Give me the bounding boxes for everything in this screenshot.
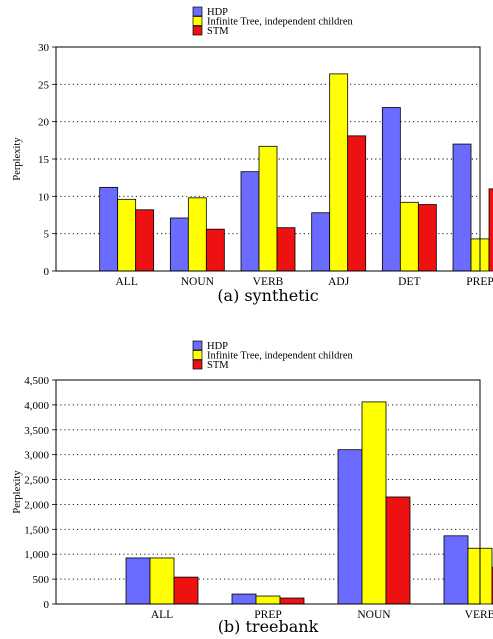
bar-infinite-tree-noun — [187, 197, 207, 272]
bar-infinite-tree-all — [117, 198, 137, 272]
y-tick-label: 20 — [38, 117, 50, 129]
bar-hdp-noun — [169, 217, 189, 272]
plot-frame — [55, 46, 481, 272]
bar-hdp-verb — [240, 171, 260, 272]
y-tick-label: 2,500 — [24, 475, 49, 487]
y-tick-label: 3,500 — [24, 425, 49, 437]
x-tick-label: ADJ — [328, 276, 350, 288]
figure-caption: (b) treebank — [218, 617, 319, 636]
x-tick-label: ALL — [151, 609, 173, 621]
plot-frame — [55, 379, 481, 605]
y-tick-label: 25 — [38, 79, 50, 91]
legend-swatch-hdp — [192, 6, 203, 17]
legend-label-stm: STM — [207, 26, 229, 37]
bar-stm-all — [173, 576, 199, 605]
bar-hdp-prep — [452, 143, 472, 272]
legend-swatch-infinite-tree — [192, 350, 203, 360]
bar-stm-prep — [279, 597, 305, 605]
y-tick-label: 4,000 — [24, 400, 49, 412]
x-tick-label: PREP — [254, 609, 282, 621]
bar-stm-noun — [205, 228, 225, 272]
legend-label-infinite-tree: Infinite Tree, independent children — [207, 17, 354, 28]
y-tick-label: 30 — [38, 42, 50, 54]
bar-hdp-det — [381, 107, 401, 272]
bar-infinite-tree-noun — [361, 401, 387, 605]
x-tick-label: ALL — [115, 276, 137, 288]
legend-label-stm: STM — [207, 360, 229, 371]
bar-stm-prep — [488, 188, 493, 272]
legend-label-hdp: HDP — [207, 341, 228, 352]
bar-hdp-all — [125, 557, 151, 605]
x-tick-label: VERB — [253, 276, 284, 288]
bar-infinite-tree-verb — [258, 145, 278, 272]
bar-infinite-tree-prep — [255, 595, 281, 605]
y-tick-label: 5 — [44, 229, 50, 241]
bar-hdp-noun — [337, 449, 363, 605]
bar-hdp-verb — [443, 535, 469, 605]
legend-swatch-stm — [192, 25, 203, 36]
y-tick-label: 15 — [38, 154, 50, 166]
bar-stm-verb — [276, 227, 296, 272]
y-axis-label: Perplexity — [12, 470, 23, 514]
legend-swatch-hdp — [192, 340, 203, 351]
y-tick-label: 1,500 — [24, 524, 49, 536]
y-tick-label: 3,000 — [24, 450, 49, 462]
y-tick-label: 0 — [44, 266, 50, 278]
y-axis-label: Perplexity — [12, 137, 23, 181]
legend-label-infinite-tree: Infinite Tree, independent children — [207, 351, 354, 362]
bar-hdp-adj — [311, 212, 331, 272]
x-tick-label: NOUN — [357, 609, 391, 621]
legend-swatch-infinite-tree — [192, 16, 203, 26]
y-tick-label: 1,000 — [24, 549, 49, 561]
bar-stm-all — [135, 209, 155, 272]
x-tick-label: VERB — [465, 609, 493, 621]
x-tick-label: PREP — [466, 276, 493, 288]
y-tick-label: 4,500 — [24, 375, 49, 387]
bar-stm-noun — [385, 496, 411, 605]
bar-hdp-all — [99, 186, 119, 272]
y-tick-label: 2,000 — [24, 499, 49, 511]
bar-infinite-tree-adj — [329, 73, 349, 272]
y-tick-label: 10 — [38, 191, 50, 203]
y-tick-label: 0 — [44, 599, 50, 611]
y-tick-label: 500 — [33, 574, 50, 586]
legend-swatch-stm — [192, 359, 203, 370]
bar-infinite-tree-all — [149, 557, 175, 605]
legend-label-hdp: HDP — [207, 7, 228, 18]
bar-stm-det — [417, 204, 437, 272]
bar-infinite-tree-det — [399, 201, 419, 272]
x-tick-label: NOUN — [181, 276, 215, 288]
figure-caption: (a) synthetic — [217, 286, 318, 305]
bar-hdp-prep — [231, 593, 257, 605]
bar-stm-adj — [347, 135, 367, 272]
x-tick-label: DET — [398, 276, 420, 288]
